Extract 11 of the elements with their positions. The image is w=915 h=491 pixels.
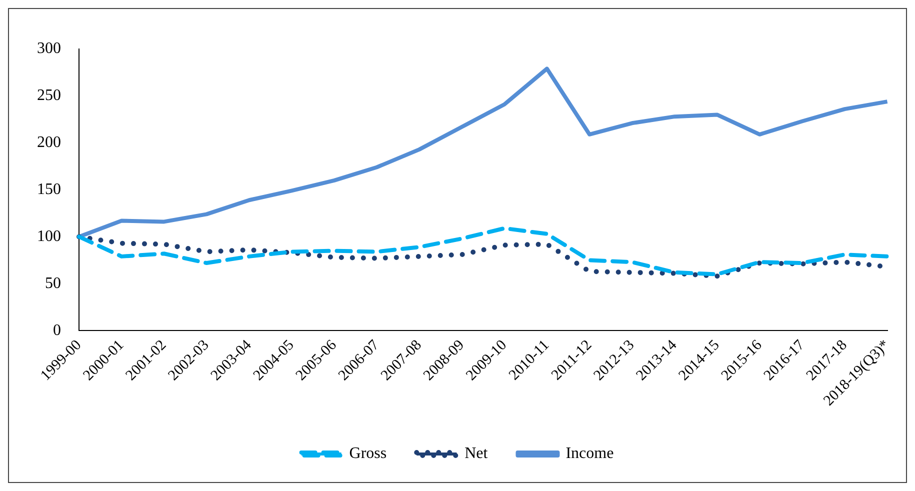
y-tick-label: 250	[37, 87, 61, 104]
y-tick-label: 50	[45, 274, 61, 292]
y-tick-label: 100	[37, 228, 61, 245]
y-tick-label: 200	[37, 134, 61, 152]
y-tick-label: 150	[37, 181, 61, 198]
line-series	[77, 226, 890, 276]
y-tick-label: 300	[37, 40, 61, 58]
legend-label: Income	[566, 445, 614, 462]
legend-label: Net	[464, 445, 488, 462]
legend-label: Gross	[349, 445, 387, 462]
y-tick-label: 0	[53, 322, 61, 339]
